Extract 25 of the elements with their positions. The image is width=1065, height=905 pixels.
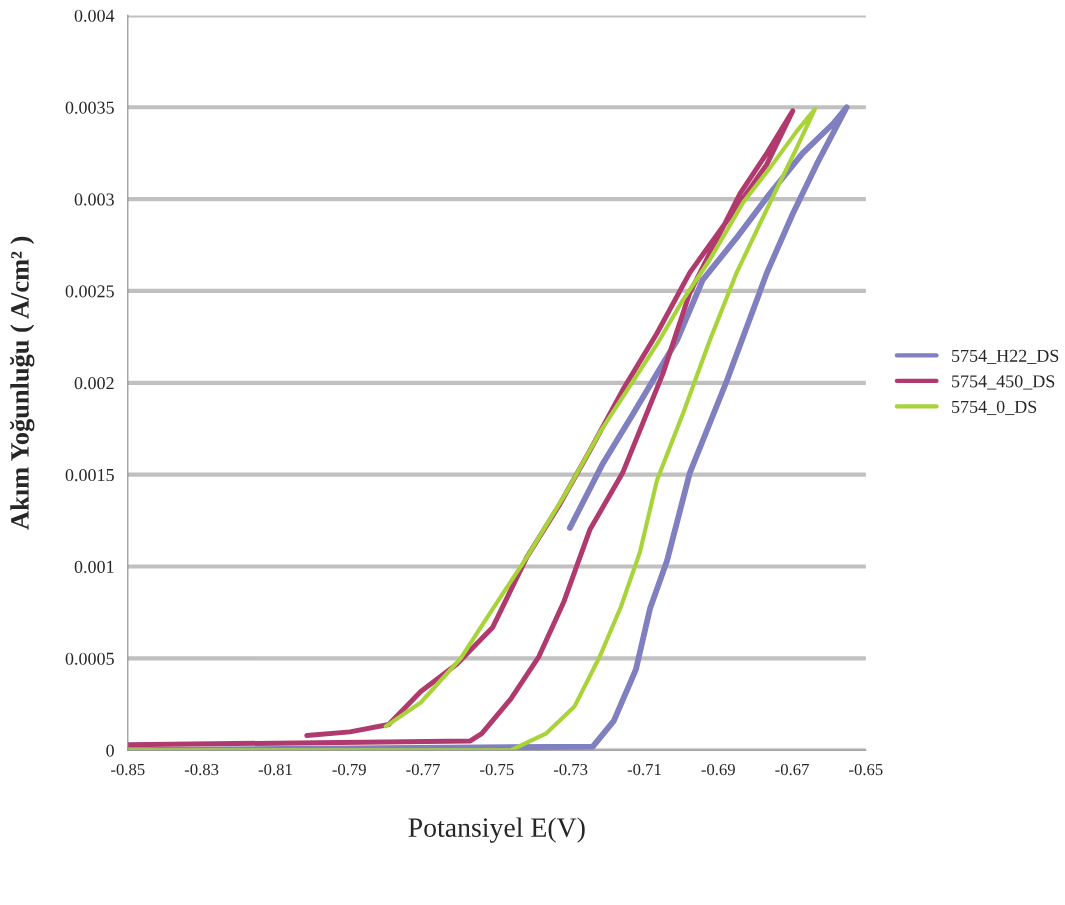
y-tick-label: 0.0035 [65,101,114,114]
y-tick-label: 0.0005 [65,652,114,665]
x-tick-label: -0.81 [258,763,292,776]
y-tick-label: 0 [106,744,114,757]
x-tick-label: -0.69 [701,763,735,776]
y-axis-title: Akım Yoğunluğu ( A/cm² ) [9,236,35,530]
x-tick-label: -0.79 [332,763,366,776]
legend-label: 5754_450_DS [952,375,1055,390]
legend-label: 5754_0_DS [952,400,1037,416]
x-tick-label: -0.83 [184,763,219,776]
y-tick-label: 0.002 [74,377,114,390]
x-tick-label: -0.71 [627,763,661,776]
x-tick-label: -0.67 [775,763,809,776]
x-axis-title: Potansiyel E(V) [408,817,585,843]
legend-label: 5754_H22_DS [952,349,1059,365]
y-tick-label: 0.0025 [65,285,114,298]
y-tick-label: 0.001 [74,560,114,574]
x-tick-label: -0.73 [553,763,588,776]
y-tick-label: 0.004 [74,9,115,22]
y-tick-label: 0.003 [74,193,114,206]
x-tick-label: -0.77 [406,763,440,776]
x-tick-label: -0.85 [111,763,145,776]
x-tick-label: -0.65 [849,763,883,776]
y-tick-label: 0.0015 [65,468,114,482]
x-tick-label: -0.75 [480,763,514,776]
